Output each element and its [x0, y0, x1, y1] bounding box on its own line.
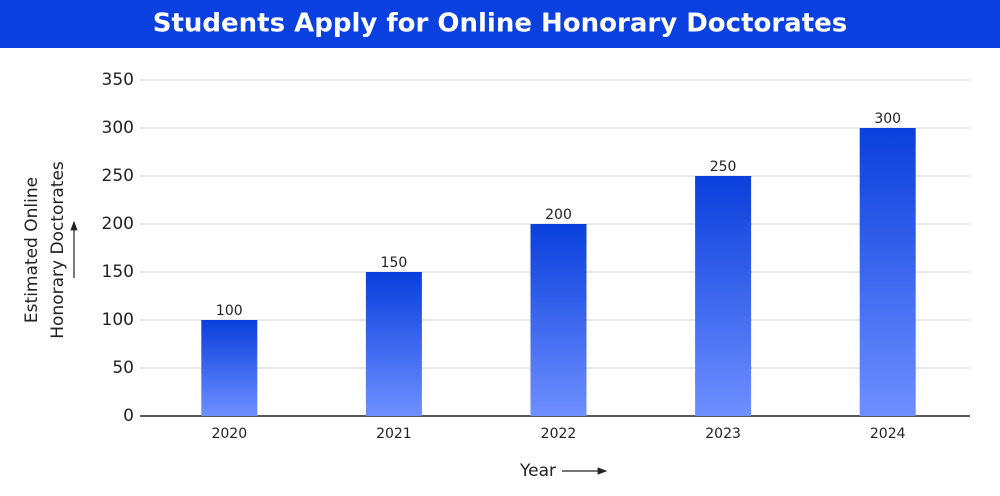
y-tick-label: 200 [102, 214, 134, 234]
data-label: 300 [874, 111, 901, 127]
title-bar [0, 0, 1000, 48]
data-label: 250 [710, 159, 737, 175]
bar [695, 176, 752, 416]
bar [365, 272, 422, 416]
y-axis-label: Estimated Online Honorary Doctorates [22, 161, 78, 339]
x-tick-label: 2021 [376, 426, 412, 442]
y-tick-label: 350 [102, 70, 134, 90]
bar [859, 128, 916, 416]
bar [530, 224, 587, 416]
data-label: 100 [216, 303, 243, 319]
x-axis-label: Year [519, 461, 556, 481]
y-tick-label: 0 [123, 406, 134, 426]
chart-title: Students Apply for Online Honorary Docto… [153, 9, 848, 39]
y-label-line: Estimated Online [22, 177, 42, 323]
data-label: 200 [545, 207, 572, 223]
y-label-line: Honorary Doctorates [48, 161, 68, 339]
y-tick-label: 150 [102, 262, 134, 282]
y-tick-label: 50 [112, 358, 134, 378]
x-tick-label: 2022 [541, 426, 577, 442]
y-tick-label: 100 [102, 310, 134, 330]
x-tick-label: 2024 [870, 426, 906, 442]
x-tick-label: 2023 [705, 426, 741, 442]
y-tick-label: 250 [102, 166, 134, 186]
data-label: 150 [381, 255, 408, 271]
bar [201, 320, 258, 416]
x-tick-label: 2020 [211, 426, 247, 442]
y-tick-label: 300 [102, 118, 134, 138]
